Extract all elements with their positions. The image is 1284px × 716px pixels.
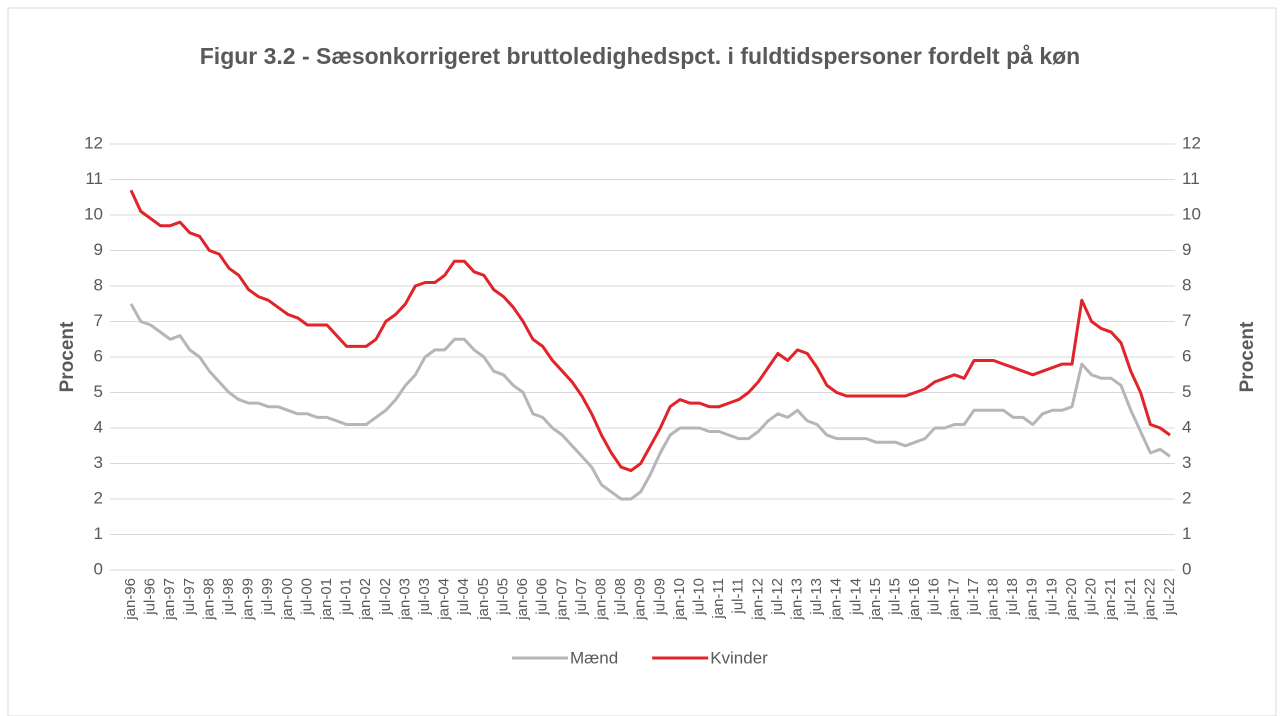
y2-axis-label: Procent — [1237, 321, 1258, 392]
y-tick-label: 9 — [94, 240, 103, 259]
chart-title: Figur 3.2 - Sæsonkorrigeret bruttoledigh… — [199, 43, 1081, 69]
y-tick-label: 12 — [84, 133, 103, 152]
y-axis-label: Procent — [57, 321, 78, 392]
x-tick-label: jan-96 — [122, 578, 139, 621]
x-tick-label: jan-21 — [1102, 578, 1119, 621]
x-tick-label: jan-14 — [828, 578, 845, 621]
x-tick-label: jul-08 — [612, 578, 629, 616]
x-tick-label: jul-09 — [651, 578, 668, 616]
x-tick-label: jan-18 — [985, 578, 1002, 621]
x-tick-label: jan-00 — [279, 578, 296, 621]
x-tick-label: jul-05 — [494, 578, 511, 616]
y-tick-label: 6 — [94, 346, 103, 365]
y2-tick-label: 9 — [1182, 240, 1191, 259]
y-tick-label: 5 — [94, 382, 103, 401]
y-tick-label: 4 — [94, 417, 103, 436]
y-tick-label: 0 — [94, 559, 103, 578]
x-tick-label: jul-13 — [808, 578, 825, 616]
x-tick-label: jan-09 — [632, 578, 649, 621]
y2-tick-label: 0 — [1182, 559, 1191, 578]
x-tick-label: jul-11 — [730, 578, 747, 615]
x-tick-label: jul-16 — [926, 578, 943, 616]
y-tick-label: 3 — [94, 453, 103, 472]
y2-tick-label: 8 — [1182, 275, 1191, 294]
x-tick-label: jan-05 — [475, 578, 492, 621]
x-tick-label: jan-22 — [1141, 578, 1158, 621]
y-tick-label: 10 — [84, 204, 103, 223]
line-series — [129, 189, 1171, 473]
x-tick-label: jan-20 — [1063, 578, 1080, 621]
x-tick-label: jan-07 — [553, 578, 570, 621]
chart-border — [7, 7, 1277, 716]
y2-tick-label: 12 — [1182, 133, 1201, 152]
y2-tick-label: 1 — [1182, 524, 1191, 543]
x-tick-label: jul-18 — [1004, 578, 1021, 616]
x-tick-label: jan-12 — [749, 578, 766, 621]
x-tick-label: jul-21 — [1122, 578, 1139, 616]
x-tick-label: jan-17 — [945, 578, 962, 621]
y2-tick-label: 7 — [1182, 311, 1191, 330]
x-tick-label: jul-04 — [455, 578, 472, 616]
x-tick-label: jul-14 — [847, 578, 864, 616]
x-tick-label: jul-12 — [769, 578, 786, 616]
x-tick-label: jul-19 — [1043, 578, 1060, 616]
x-tick-label: jan-15 — [867, 578, 884, 621]
x-tick-label: jan-04 — [436, 578, 453, 621]
y2-tick-label: 4 — [1182, 417, 1191, 436]
x-tick-label: jul-10 — [690, 578, 707, 616]
x-tick-label: jan-02 — [357, 578, 374, 621]
x-tick-label: jul-02 — [377, 578, 394, 616]
y-tick-label: 8 — [94, 275, 103, 294]
y2-tick-label: 3 — [1182, 453, 1191, 472]
y2-tick-label: 5 — [1182, 382, 1191, 401]
x-tick-label: jul-20 — [1083, 578, 1100, 616]
x-tick-label: jul-22 — [1161, 578, 1178, 616]
y2-tick-label: 2 — [1182, 488, 1191, 507]
x-tick-label: jan-10 — [671, 578, 688, 621]
x-tick-label: jan-03 — [396, 578, 413, 621]
x-tick-label: jan-16 — [906, 578, 923, 621]
x-tick-label: jan-01 — [318, 578, 335, 621]
x-tick-label: jan-11 — [710, 578, 727, 620]
x-tick-label: jul-99 — [259, 578, 276, 616]
y-tick-label: 1 — [94, 524, 103, 543]
x-tick-label: jul-03 — [416, 578, 433, 616]
x-tick-label: jul-96 — [142, 578, 159, 616]
x-tick-label: jan-08 — [592, 578, 609, 621]
x-tick-label: jul-06 — [534, 578, 551, 616]
legend-label: Mænd — [570, 648, 618, 667]
x-tick-label: jan-13 — [788, 578, 805, 621]
y2-tick-label: 10 — [1182, 204, 1201, 223]
x-tick-label: jul-97 — [181, 578, 198, 616]
x-tick-label: jan-06 — [514, 578, 531, 621]
x-tick-label: jan-19 — [1024, 578, 1041, 621]
x-tick-label: jul-07 — [573, 578, 590, 616]
x-tick-label: jan-99 — [240, 578, 257, 621]
x-tick-label: jul-00 — [298, 578, 315, 616]
y-tick-label: 7 — [94, 311, 103, 330]
y2-tick-label: 11 — [1182, 169, 1200, 188]
x-tick-label: jul-01 — [338, 578, 355, 616]
y-tick-label: 2 — [94, 488, 103, 507]
x-tick-label: jul-98 — [220, 578, 237, 616]
x-tick-label: jul-17 — [965, 578, 982, 616]
x-tick-label: jan-98 — [200, 578, 217, 621]
y2-tick-label: 6 — [1182, 346, 1191, 365]
x-tick-label: jul-15 — [887, 578, 904, 616]
x-tick-label: jan-97 — [161, 578, 178, 621]
y-tick-label: 11 — [85, 169, 103, 188]
legend-label: Kvinder — [710, 648, 768, 667]
line-series — [129, 303, 1171, 501]
